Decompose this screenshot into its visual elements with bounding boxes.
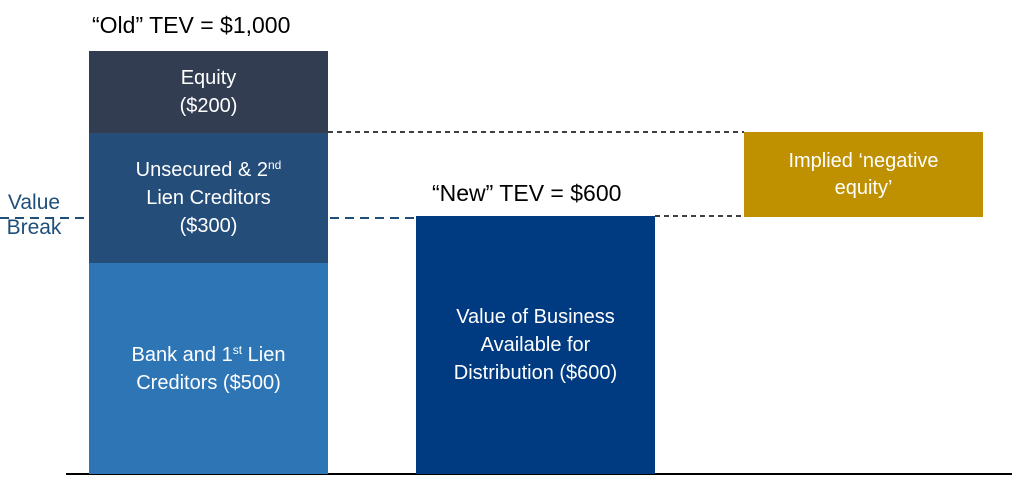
bank-creditors-block: Bank and 1st Lien Creditors ($500)	[89, 263, 328, 474]
bank-label-line2: Creditors ($500)	[136, 371, 281, 394]
negative-equity-line1: Implied ‘negative	[788, 149, 939, 172]
equity-label: Equity	[180, 67, 237, 89]
new-tev-label-line2: Available for	[480, 334, 591, 356]
new-tev-block: Value of Business Available for Distribu…	[416, 216, 655, 474]
unsecured-label-line2: Lien Creditors	[146, 187, 271, 209]
old-tev-title: “Old” TEV = $1,000	[92, 12, 291, 38]
new-tev-title: “New” TEV = $600	[432, 180, 622, 206]
unsecured-creditors-block: Unsecured & 2nd Lien Creditors ($300)	[89, 133, 328, 263]
negative-equity-line2: equity’	[834, 176, 893, 199]
unsecured-value: ($300)	[179, 215, 238, 237]
unsecured-label-line1: Unsecured & 2nd	[135, 158, 282, 181]
new-tev-label-line1: Value of Business	[456, 306, 615, 328]
equity-value: ($200)	[179, 95, 238, 117]
negative-equity-block: Implied ‘negative equity’	[744, 132, 983, 217]
value-break-label: Value Break	[6, 191, 62, 239]
equity-block: Equity ($200)	[89, 51, 328, 133]
new-tev-label-line3: Distribution ($600)	[453, 362, 618, 384]
bank-label-line1: Bank and 1st Lien	[131, 342, 286, 366]
